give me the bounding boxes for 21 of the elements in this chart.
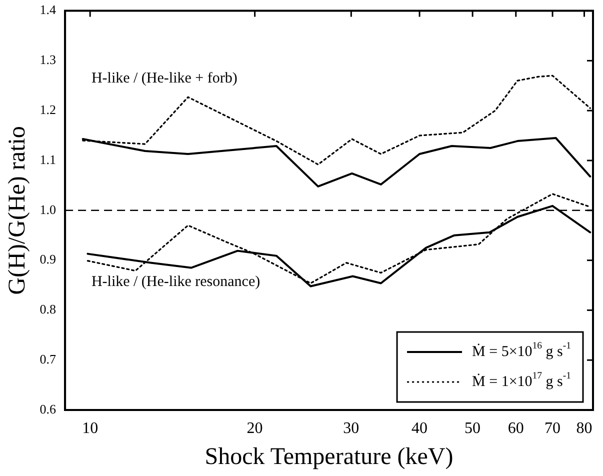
annotation: H-like / (He-like + forb) [91,70,238,87]
y-tick-label: 1.4 [40,2,57,18]
x-tick-label: 50 [464,420,481,437]
y-tick-label: 1.2 [40,102,56,118]
x-tick-label: 40 [412,420,428,437]
y-tick-label: 0.8 [40,302,56,317]
x-tick-label: 20 [246,420,263,437]
y-tick-label: 0.9 [40,252,56,267]
y-tick-label: 0.7 [40,352,57,367]
y-tick-label: 1.3 [40,52,56,68]
x-tick-label: 30 [343,420,360,437]
x-tick-label: 70 [544,420,561,437]
x-tick-label: 60 [508,420,524,437]
y-tick-label: 1.1 [40,152,56,167]
x-tick-label: 10 [82,420,98,437]
x-tick-label: 80 [576,420,592,437]
y-tick-label: 0.6 [40,401,57,416]
y-axis-title: G(H)/G(He) ratio [4,126,31,295]
x-axis-title: Shock Temperature (keV) [204,444,454,470]
y-tick-label: 1.0 [40,202,56,217]
annotation: H-like / (He-like resonance) [91,274,260,290]
